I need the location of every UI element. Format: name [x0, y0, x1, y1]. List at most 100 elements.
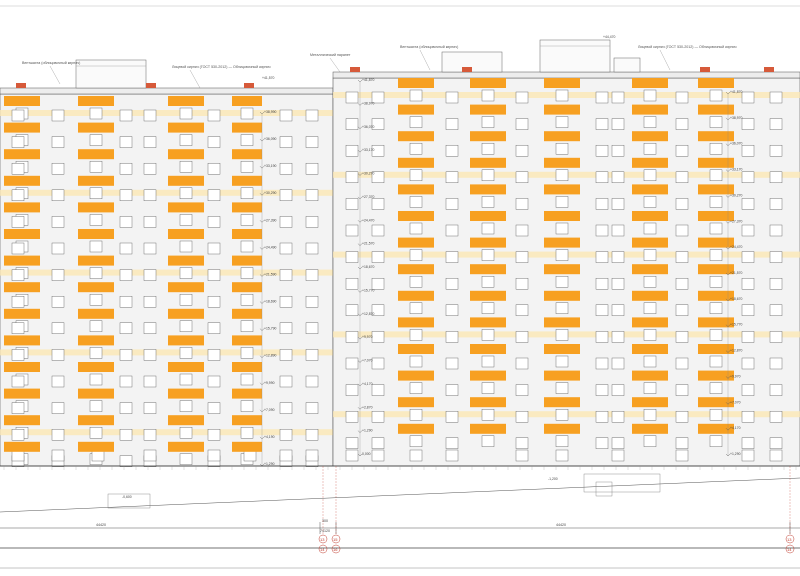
window	[409, 142, 423, 155]
window	[409, 382, 423, 394]
balcony	[698, 131, 734, 142]
balcony	[4, 255, 40, 266]
window	[769, 251, 783, 263]
window	[207, 375, 221, 388]
window	[595, 118, 609, 130]
window	[345, 198, 359, 210]
window	[481, 116, 495, 128]
axis-markers: 13 14 15 16 13 14	[318, 466, 795, 554]
left-balconies	[4, 96, 262, 452]
window	[143, 136, 157, 148]
balcony	[544, 131, 580, 142]
entrance-steps-right	[583, 473, 661, 493]
window	[481, 142, 495, 155]
window	[305, 402, 319, 414]
window	[515, 171, 529, 184]
balcony	[4, 415, 40, 426]
roof-note: Металлический парапет	[310, 53, 351, 57]
window	[675, 251, 689, 263]
window	[345, 118, 359, 130]
left-floor-elevations: +38,990 +36,090 +33,190 +30,290 +27,390 +24,4…	[259, 110, 276, 467]
window	[279, 242, 293, 255]
window	[371, 144, 385, 157]
elevation-label: +24,470	[362, 218, 374, 222]
window	[240, 240, 254, 253]
elevation-arrow	[259, 166, 265, 169]
window	[741, 331, 755, 343]
window	[445, 304, 459, 316]
elevation-label: +27,390	[264, 218, 276, 222]
window	[305, 162, 319, 175]
elevation-arrow	[259, 111, 265, 115]
window	[279, 375, 293, 388]
left-windows	[11, 107, 319, 467]
balcony	[398, 397, 434, 408]
window	[279, 136, 293, 148]
balcony	[398, 104, 434, 115]
window	[741, 304, 755, 316]
balcony	[232, 388, 262, 399]
balcony	[398, 264, 434, 275]
window	[769, 118, 783, 130]
window	[89, 373, 103, 386]
window	[595, 171, 609, 184]
window	[515, 251, 529, 263]
window	[409, 222, 423, 235]
window	[409, 116, 423, 128]
window	[481, 249, 495, 261]
window	[675, 449, 689, 462]
window	[595, 251, 609, 263]
elevation-label: +1,290	[730, 452, 741, 456]
window	[709, 355, 723, 368]
window	[611, 304, 625, 316]
elevation-label: +38,970	[362, 101, 374, 105]
elevation-arrow	[725, 298, 731, 302]
right-balconies	[398, 78, 734, 434]
window	[555, 449, 569, 462]
window	[179, 214, 193, 226]
window	[371, 411, 385, 423]
window	[643, 249, 657, 261]
window	[119, 109, 133, 122]
balcony	[544, 237, 580, 248]
elevation-label: +36,090	[264, 137, 276, 141]
balcony	[78, 149, 114, 160]
window	[305, 429, 319, 441]
elevation-marks: +41,570 +44,470 +38,990 +36,090 +33,190 +30…	[259, 35, 742, 467]
window	[409, 276, 423, 288]
window	[279, 216, 293, 228]
elevation-arrow	[259, 328, 265, 331]
window	[51, 162, 65, 175]
right-building-block	[332, 71, 800, 467]
elevation-label: +36,070	[730, 142, 742, 146]
balcony	[168, 441, 204, 452]
window	[409, 302, 423, 314]
balcony	[232, 255, 262, 266]
window	[207, 242, 221, 255]
window	[207, 189, 221, 202]
window	[409, 89, 423, 102]
gap-dimension: 300	[322, 519, 328, 523]
elevation-arrow	[357, 149, 363, 153]
ground-mark: -1,200	[548, 477, 558, 481]
elevation-label: +18,690	[264, 300, 276, 304]
window	[675, 91, 689, 104]
elevation-label: +33,170	[730, 168, 742, 172]
window	[445, 411, 459, 423]
balcony	[544, 104, 580, 115]
roof-note: Лицевой кирпич (ГОСТ 530-2012) — Облицов…	[638, 45, 737, 49]
balcony	[398, 237, 434, 248]
window	[769, 357, 783, 370]
window	[179, 107, 193, 120]
elevation-label: +24,490	[264, 245, 276, 249]
window	[409, 355, 423, 368]
window	[11, 136, 25, 148]
elevation-arrow	[357, 220, 363, 223]
axis-label: 13	[787, 537, 792, 542]
elevation-arrow	[725, 402, 731, 405]
right-windows	[345, 89, 783, 462]
balcony	[470, 397, 506, 408]
window	[179, 347, 193, 359]
axis-bubble	[785, 544, 795, 554]
